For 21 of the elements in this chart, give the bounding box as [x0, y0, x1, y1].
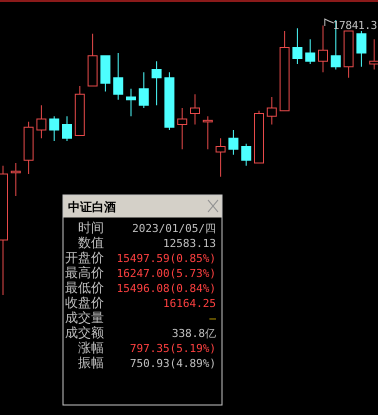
text: 振幅 [78, 356, 104, 371]
text: 涨幅 [78, 341, 104, 356]
annotation: 最低价 [65, 281, 104, 296]
text: 338.8亿 [172, 327, 216, 340]
text: 中证白酒 [68, 200, 116, 214]
annotation: 时间 [78, 221, 104, 236]
text: 成交额 [65, 325, 104, 341]
text: 16164.25 [163, 297, 216, 310]
annotation: 16247.00(5.73%) [116, 267, 216, 280]
annotation: 12583.13 [163, 237, 216, 250]
annotation: 最高价 [65, 265, 104, 281]
text: 750.93(4.89%) [130, 357, 216, 370]
annotation: 开盘价 [65, 251, 104, 266]
annotation: 数值 [78, 236, 104, 251]
text: — [209, 312, 216, 325]
annotation: 15497.59(0.85%) [116, 252, 216, 265]
text: 收盘价 [65, 296, 104, 311]
annotation: 2023/01/05/四 [132, 222, 216, 235]
annotation: 15496.08(0.84%) [116, 282, 216, 295]
text: 成交量 [65, 310, 104, 326]
text: 797.35(5.19%) [130, 342, 216, 355]
